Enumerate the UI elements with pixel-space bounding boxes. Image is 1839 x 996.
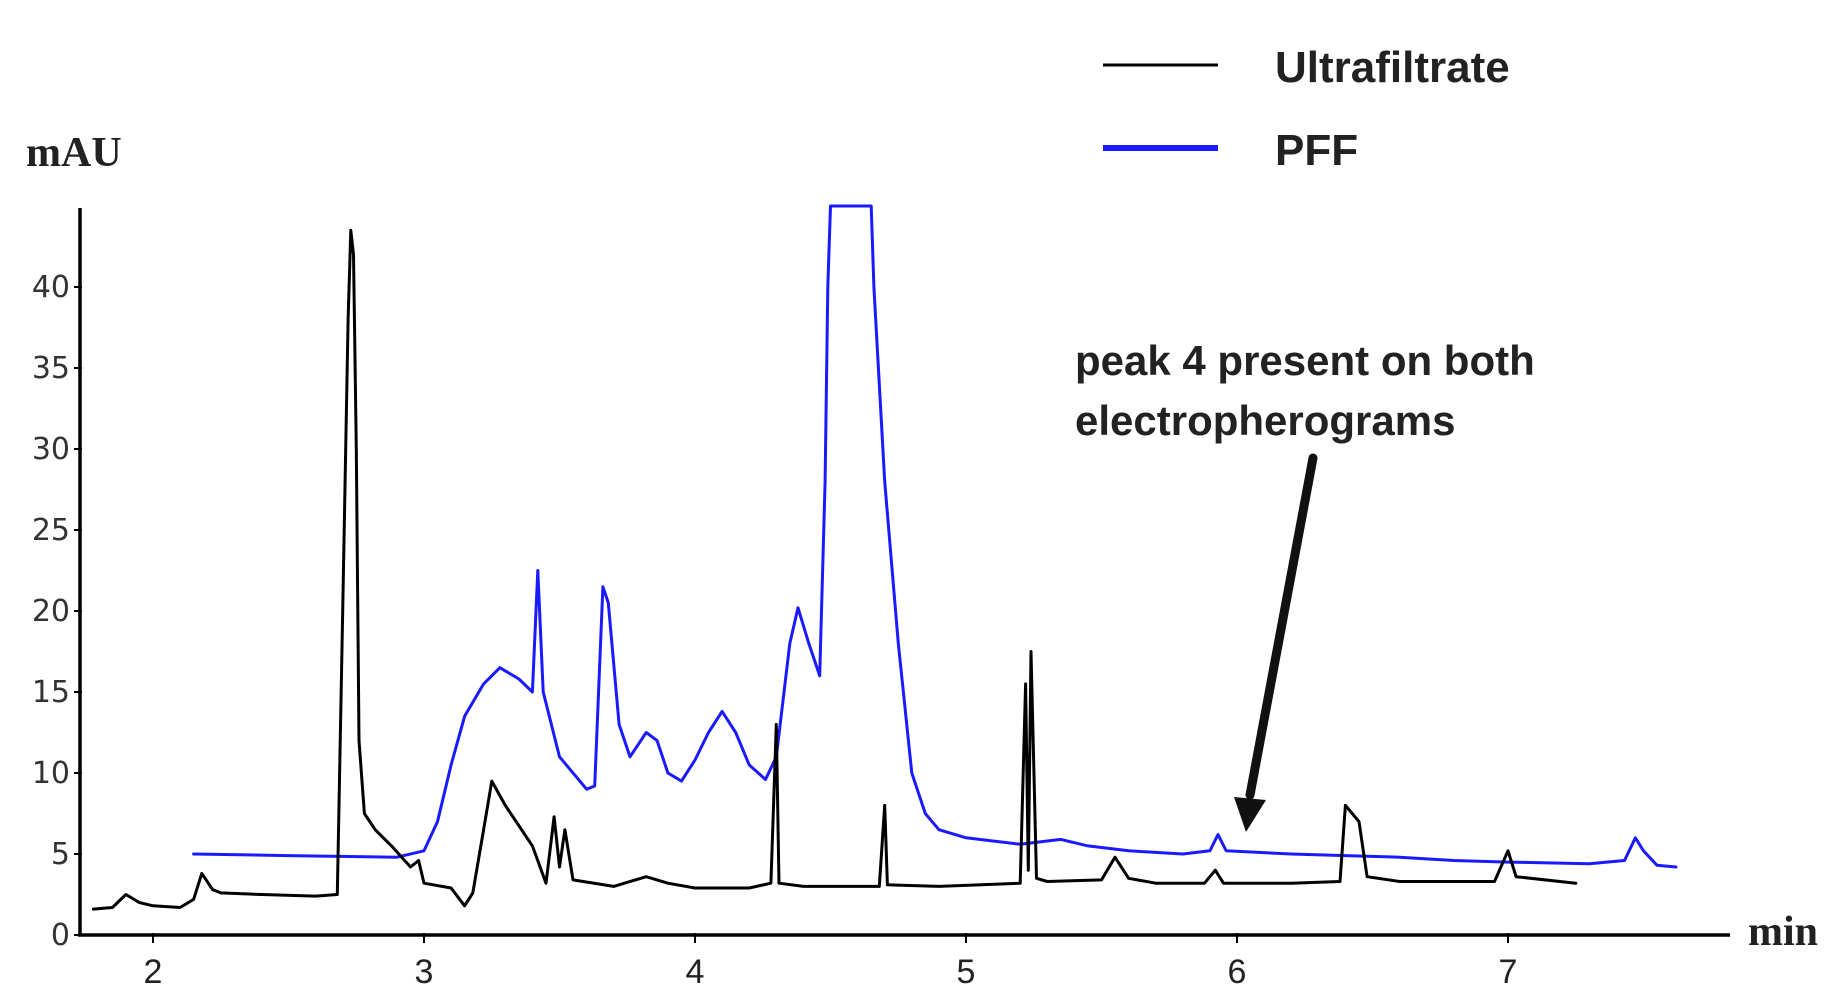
y-tick-label: 25 <box>32 513 70 548</box>
x-tick-label: 6 <box>1228 953 1247 991</box>
y-ticks: 0 5 10 15 20 25 30 35 40 <box>32 270 82 953</box>
x-tick-label: 5 <box>957 953 976 991</box>
legend-label-ultrafiltrate: Ultrafiltrate <box>1275 43 1510 92</box>
x-tick-label: 3 <box>415 953 434 991</box>
annotation-line-2: electropherograms <box>1075 397 1455 444</box>
y-tick-label: 20 <box>32 594 70 629</box>
series-line-pff <box>192 204 1678 869</box>
y-tick-label: 5 <box>51 837 70 872</box>
annotation-arrow-head <box>1234 797 1266 832</box>
y-tick-label: 10 <box>32 756 70 791</box>
legend-label-pff: PFF <box>1275 126 1358 175</box>
y-tick-label: 15 <box>32 675 70 710</box>
x-axis-title: min <box>1748 909 1818 955</box>
y-tick-label: 40 <box>32 270 70 305</box>
series-line-ultrafiltrate <box>91 228 1578 911</box>
y-tick-label: 0 <box>51 918 70 953</box>
peak-annotation: peak 4 present on both electropherograms <box>1075 337 1535 832</box>
x-tick-label: 2 <box>144 953 163 991</box>
x-tick-label: 7 <box>1499 953 1518 991</box>
y-tick-label: 30 <box>32 432 70 467</box>
traces <box>91 204 1678 911</box>
legend: Ultrafiltrate PFF <box>1103 43 1510 175</box>
y-axis-title: mAU <box>26 130 122 176</box>
x-ticks: 2 3 4 5 6 7 <box>144 933 1518 991</box>
annotation-arrow-shaft <box>1245 453 1318 800</box>
y-tick-label: 35 <box>32 351 70 386</box>
x-tick-label: 4 <box>686 953 705 991</box>
annotation-line-1: peak 4 present on both <box>1075 337 1535 384</box>
